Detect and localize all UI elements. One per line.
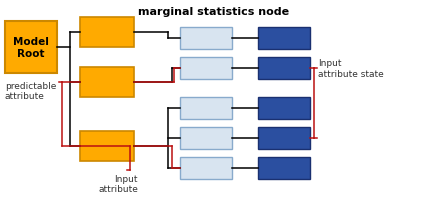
FancyBboxPatch shape (80, 131, 134, 161)
FancyBboxPatch shape (80, 18, 134, 48)
FancyBboxPatch shape (180, 127, 232, 149)
FancyBboxPatch shape (258, 127, 310, 149)
Text: predictable
attribute: predictable attribute (5, 82, 56, 101)
Text: Model
Root: Model Root (13, 37, 49, 59)
Text: Input
attribute state: Input attribute state (318, 59, 384, 78)
FancyBboxPatch shape (258, 157, 310, 179)
FancyBboxPatch shape (180, 28, 232, 50)
FancyBboxPatch shape (80, 68, 134, 98)
Text: Input
attribute: Input attribute (98, 174, 138, 193)
FancyBboxPatch shape (180, 58, 232, 80)
FancyBboxPatch shape (5, 22, 57, 74)
Text: marginal statistics node: marginal statistics node (138, 7, 290, 17)
FancyBboxPatch shape (180, 157, 232, 179)
FancyBboxPatch shape (180, 98, 232, 119)
FancyBboxPatch shape (258, 58, 310, 80)
FancyBboxPatch shape (258, 28, 310, 50)
FancyBboxPatch shape (258, 98, 310, 119)
